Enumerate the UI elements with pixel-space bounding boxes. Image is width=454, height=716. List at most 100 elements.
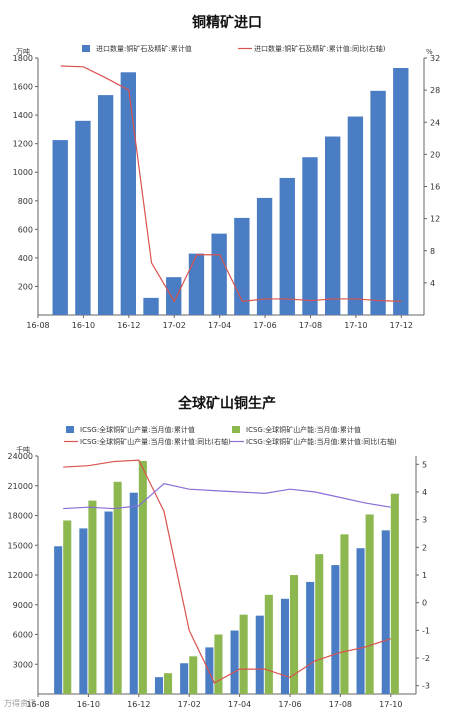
chart2-line-s0 <box>63 459 391 684</box>
chart2-left-tick-label: 15000 <box>8 541 33 550</box>
chart2-right-tick-label: 2 <box>422 543 427 552</box>
chart2-line-s1 <box>63 483 391 510</box>
chart1-bar-s0 <box>75 120 91 315</box>
chart1-x-tick-label: 17-06 <box>253 321 276 330</box>
chart2-left-tick-label: 24000 <box>8 452 33 461</box>
chart2-legend-swatch <box>232 426 240 433</box>
chart2-bar-s0 <box>381 530 390 694</box>
chart1-bar-s0 <box>211 233 227 315</box>
chart1-x-tick-label: 17-12 <box>390 321 413 330</box>
chart1-bar-s0 <box>52 140 68 315</box>
chart2-x-tick-label: 17-04 <box>228 700 251 709</box>
chart1-x-tick-label: 16-10 <box>72 321 95 330</box>
chart1-bar-s0 <box>188 253 205 315</box>
chart2-bar-s1 <box>164 673 173 694</box>
chart1-left-unit: 万吨 <box>16 47 30 56</box>
chart2-x-tick-label: 17-02 <box>178 700 201 709</box>
watermark: 万得资讯 <box>4 699 36 708</box>
chart2-x-tick-label: 17-10 <box>379 700 402 709</box>
chart1-legend-label: 进口数量:铜矿石及精矿:累计值:同比(右轴) <box>254 44 386 53</box>
chart1-left-tick-label: 1000 <box>13 168 33 177</box>
chart1-bar-s0 <box>393 67 409 315</box>
chart1-right-unit: % <box>426 48 433 56</box>
chart1-right-tick-label: 32 <box>430 54 440 63</box>
chart2-title: 全球矿山铜生产 <box>178 396 276 412</box>
chart1-left-tick-label: 800 <box>18 197 33 206</box>
chart2-right-tick-label: 5 <box>422 460 427 469</box>
chart2-right-tick-label: 3 <box>422 516 427 525</box>
chart1-left-tick-label: 1800 <box>13 54 33 63</box>
chart2-right-tick-label: -1 <box>422 626 430 635</box>
chart2-right-tick-label: -2 <box>422 654 430 663</box>
chart2-bar-s0 <box>154 677 163 694</box>
chart2-bar-s1 <box>214 634 223 694</box>
chart2-bar-s1 <box>365 514 374 694</box>
chart1-left-tick-label: 200 <box>18 282 33 291</box>
chart1-bar-s0 <box>120 72 136 316</box>
chart1-left-tick-label: 1600 <box>13 83 33 92</box>
chart1-title: 铜精矿进口 <box>192 15 262 31</box>
chart2-bar-s1 <box>63 520 72 694</box>
chart1-right-tick-label: 4 <box>430 279 435 288</box>
chart1-line-s0 <box>60 65 402 303</box>
chart2-right-tick-label: 1 <box>422 571 427 580</box>
chart2-bar-s0 <box>230 630 239 694</box>
chart2-bar-s0 <box>129 492 138 694</box>
chart2-bar-s0 <box>79 528 88 694</box>
chart1-legend-label: 进口数量:铜矿石及精矿:累计值 <box>96 44 192 53</box>
chart2-legend-label: ICSG:全球铜矿山产能:当月值:累计值:同比(右轴) <box>246 437 397 446</box>
chart2-left-tick-label: 21000 <box>8 482 33 491</box>
chart1-bar-s0 <box>325 136 341 315</box>
chart2-bar-s0 <box>54 546 63 694</box>
chart2-bar-s1 <box>113 481 122 694</box>
chart2-bar-s0 <box>306 581 315 694</box>
chart1-right-tick-label: 8 <box>430 247 435 256</box>
chart2-bar-s1 <box>290 575 299 694</box>
chart2-bar-s0 <box>331 565 340 694</box>
chart1-bar-s0 <box>370 90 386 315</box>
chart2-bar-s1 <box>264 594 273 694</box>
chart2-legend-swatch <box>66 426 74 433</box>
chart1-svg: 万吨 % 200 400 600 800 1000 1200 1400 1600 1800 4 8 12 1… <box>13 44 441 330</box>
chart2-bar-s0 <box>180 663 189 694</box>
chart2-right-tick-label: -3 <box>422 682 430 691</box>
chart1-bar-s0 <box>166 277 182 315</box>
chart1-bar-s0 <box>143 297 159 315</box>
chart1-left-tick-label: 1200 <box>13 140 33 149</box>
chart2-left-tick-label: 12000 <box>8 571 33 580</box>
chart2-bar-s0 <box>104 511 113 694</box>
chart1-right-tick-label: 28 <box>430 86 440 95</box>
chart2-bar-s0 <box>255 615 264 694</box>
chart1-left-tick-label: 1400 <box>13 111 33 120</box>
chart2-bar-s1 <box>189 656 198 694</box>
chart2-left-tick-label: 3000 <box>13 660 33 669</box>
chart2-legend-label: ICSG:全球铜矿山产量:当月值:累计值:同比(右轴) <box>80 437 231 446</box>
chart2-bar-s0 <box>205 647 214 694</box>
chart1-bar-s0 <box>279 177 295 315</box>
chart2-x-tick-label: 16-12 <box>127 700 150 709</box>
chart2-bar-s1 <box>390 493 399 694</box>
chart1-left-tick-label: 400 <box>18 254 33 263</box>
chart1-x-tick-label: 17-08 <box>299 321 322 330</box>
chart1-x-tick-label: 17-10 <box>344 321 367 330</box>
chart2-x-tick-label: 16-10 <box>77 700 100 709</box>
chart2-left-tick-label: 9000 <box>13 601 33 610</box>
chart1-x-tick-label: 17-02 <box>163 321 186 330</box>
chart2-x-tick-label: 17-08 <box>329 700 352 709</box>
chart2-bar-s1 <box>340 534 349 694</box>
chart2-right-tick-label: 0 <box>422 599 427 608</box>
chart2-right-tick-label: 4 <box>422 488 427 497</box>
chart1-bar-s0 <box>302 157 318 315</box>
chart1-bar-s0 <box>97 95 114 315</box>
chart1-x-tick-label: 16-08 <box>26 321 49 330</box>
chart1-legend-swatch <box>82 45 90 52</box>
chart2-x-tick-label: 16-08 <box>26 700 49 709</box>
chart1-right-tick-label: 12 <box>430 215 440 224</box>
chart2-legend-label: ICSG:全球铜矿山产量:当月值:累计值 <box>80 425 195 434</box>
chart2-left-tick-label: 6000 <box>13 631 33 640</box>
chart2-bar-s0 <box>280 598 289 694</box>
chart2-bar-s1 <box>315 554 324 694</box>
chart2-legend-label: ICSG:全球铜矿山产能:当月值:累计值 <box>246 425 361 434</box>
chart2-left-tick-label: 18000 <box>8 512 33 521</box>
